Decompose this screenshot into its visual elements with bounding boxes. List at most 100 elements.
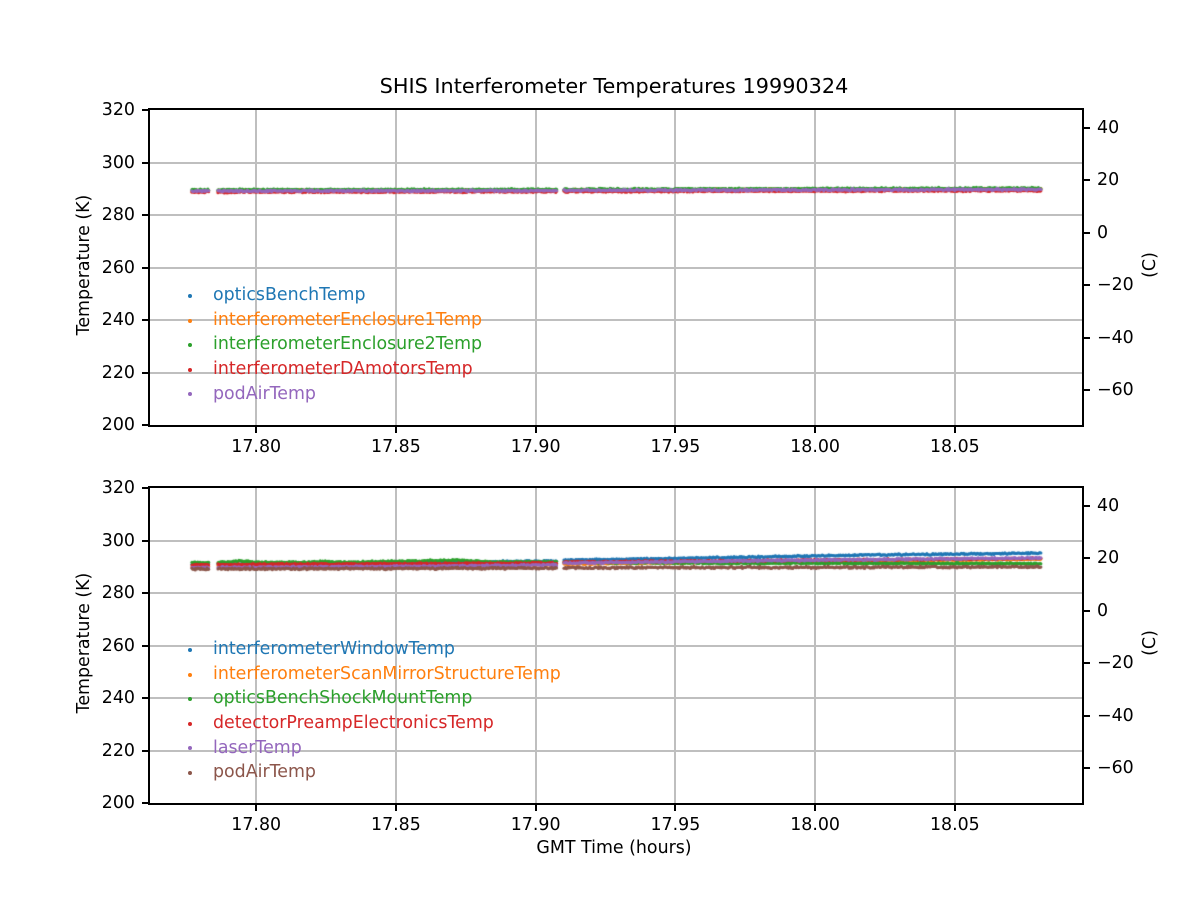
- y-tick-label-kelvin: 300: [101, 530, 135, 551]
- x-tick-mark: [674, 427, 677, 433]
- top-ylabel-left: Temperature (K): [74, 194, 94, 336]
- x-tick-label: 18.05: [929, 815, 980, 835]
- bottom-scatter-canvas: [150, 488, 1082, 803]
- y-tick-mark-right: [1084, 126, 1090, 129]
- x-tick-mark: [255, 427, 258, 433]
- y-tick-label-kelvin: 260: [101, 635, 135, 656]
- y-tick-label-kelvin: 220: [101, 740, 135, 761]
- x-tick-mark: [394, 805, 397, 811]
- legend-marker-dot: [188, 392, 192, 397]
- y-tick-label-kelvin: 280: [101, 205, 135, 225]
- legend-marker-dot: [188, 771, 192, 775]
- x-tick-label: 17.95: [650, 437, 701, 457]
- y-tick-mark-right: [1084, 231, 1090, 234]
- legend-label: opticsBenchShockMountTemp: [213, 688, 473, 709]
- legend-label: interferometerEnclosure1Temp: [213, 309, 483, 330]
- legend-label: podAirTemp: [213, 383, 316, 404]
- y-tick-mark-right: [1084, 504, 1090, 507]
- y-tick-mark-left: [142, 697, 148, 699]
- x-tick-label: 18.00: [790, 815, 841, 835]
- legend-item: podAirTemp: [188, 382, 316, 406]
- y-tick-label-kelvin: 200: [101, 793, 135, 813]
- legend-label: interferometerScanMirrorStructureTemp: [213, 663, 561, 684]
- y-tick-mark-right: [1084, 609, 1090, 612]
- y-tick-mark-left: [142, 487, 148, 489]
- y-tick-mark-left: [142, 539, 148, 542]
- x-tick-label: 17.95: [650, 815, 701, 835]
- legend-label: interferometerDAmotorsTemp: [213, 359, 473, 380]
- legend-marker-dot: [188, 721, 192, 726]
- y-tick-label-celsius: −40: [1097, 327, 1134, 348]
- y-tick-mark-right: [1084, 179, 1090, 182]
- legend-item: opticsBenchShockMountTemp: [188, 687, 472, 711]
- y-tick-mark-right: [1084, 714, 1090, 717]
- y-tick-label-celsius: −20: [1097, 275, 1134, 296]
- y-tick-label-kelvin: 260: [101, 257, 135, 278]
- legend-marker-dot: [188, 294, 192, 298]
- legend-marker-dot: [188, 746, 192, 751]
- x-tick-label: 17.90: [510, 815, 561, 835]
- legend-item: interferometerDAmotorsTemp: [188, 358, 473, 382]
- y-tick-mark-left: [142, 802, 148, 804]
- y-tick-mark-left: [142, 161, 148, 164]
- legend-label: interferometerWindowTemp: [213, 639, 455, 660]
- y-tick-mark-left: [142, 592, 148, 594]
- x-tick-label: 18.05: [929, 437, 980, 457]
- y-tick-mark-right: [1084, 557, 1090, 560]
- y-tick-mark-left: [142, 371, 148, 374]
- y-tick-label-celsius: −20: [1097, 653, 1134, 674]
- legend-marker-dot: [188, 672, 192, 677]
- x-tick-mark: [394, 427, 397, 433]
- y-tick-mark-left: [142, 749, 148, 752]
- x-tick-mark: [953, 805, 956, 811]
- x-tick-label: 17.80: [231, 815, 282, 835]
- y-tick-label-celsius: −40: [1097, 705, 1134, 726]
- bottom-ylabel-right: (C): [1140, 630, 1160, 656]
- legend-label: interferometerEnclosure2Temp: [213, 334, 483, 355]
- x-axis-label: GMT Time (hours): [536, 838, 692, 858]
- y-tick-mark-left: [142, 424, 148, 426]
- y-tick-label-kelvin: 200: [101, 415, 135, 435]
- legend-label: detectorPreampElectronicsTemp: [213, 713, 494, 734]
- y-tick-label-kelvin: 240: [101, 688, 135, 708]
- y-tick-label-kelvin: 280: [101, 583, 135, 603]
- x-tick-label: 18.00: [790, 437, 841, 457]
- y-tick-mark-left: [142, 319, 148, 321]
- legend-marker-dot: [188, 648, 192, 652]
- bottom-ylabel-left: Temperature (K): [74, 572, 94, 714]
- y-tick-mark-left: [142, 109, 148, 111]
- y-tick-mark-right: [1084, 389, 1090, 392]
- chart-title: SHIS Interferometer Temperatures 1999032…: [379, 74, 849, 98]
- x-tick-mark: [534, 427, 537, 433]
- top-subplot: [148, 108, 1084, 427]
- x-tick-mark: [674, 805, 677, 811]
- y-tick-label-kelvin: 220: [101, 362, 135, 383]
- y-tick-label-kelvin: 240: [101, 310, 135, 330]
- y-tick-label-celsius: 20: [1097, 170, 1120, 191]
- x-tick-label: 17.85: [371, 815, 421, 835]
- legend-item: opticsBenchTemp: [188, 284, 366, 308]
- y-tick-mark-right: [1084, 662, 1090, 665]
- legend-item: laserTemp: [188, 736, 302, 760]
- bottom-subplot: [148, 486, 1084, 805]
- y-tick-label-celsius: −60: [1097, 380, 1134, 401]
- legend-marker-dot: [188, 318, 192, 323]
- y-tick-mark-left: [142, 644, 148, 647]
- x-tick-mark: [534, 805, 537, 811]
- top-ylabel-right: (C): [1140, 252, 1160, 278]
- y-tick-label-celsius: 20: [1097, 548, 1120, 569]
- y-tick-label-celsius: 0: [1097, 222, 1109, 243]
- y-tick-mark-left: [142, 214, 148, 216]
- x-tick-label: 17.90: [510, 437, 561, 457]
- legend-marker-dot: [188, 343, 192, 348]
- x-tick-label: 17.80: [231, 437, 282, 457]
- legend-item: interferometerWindowTemp: [188, 638, 455, 662]
- legend-item: interferometerEnclosure2Temp: [188, 333, 482, 357]
- y-tick-label-celsius: 0: [1097, 600, 1109, 621]
- y-tick-mark-right: [1084, 336, 1090, 339]
- legend-item: interferometerEnclosure1Temp: [188, 309, 482, 333]
- legend-marker-dot: [188, 367, 192, 372]
- legend-label: podAirTemp: [213, 762, 316, 783]
- legend-marker-dot: [188, 697, 192, 702]
